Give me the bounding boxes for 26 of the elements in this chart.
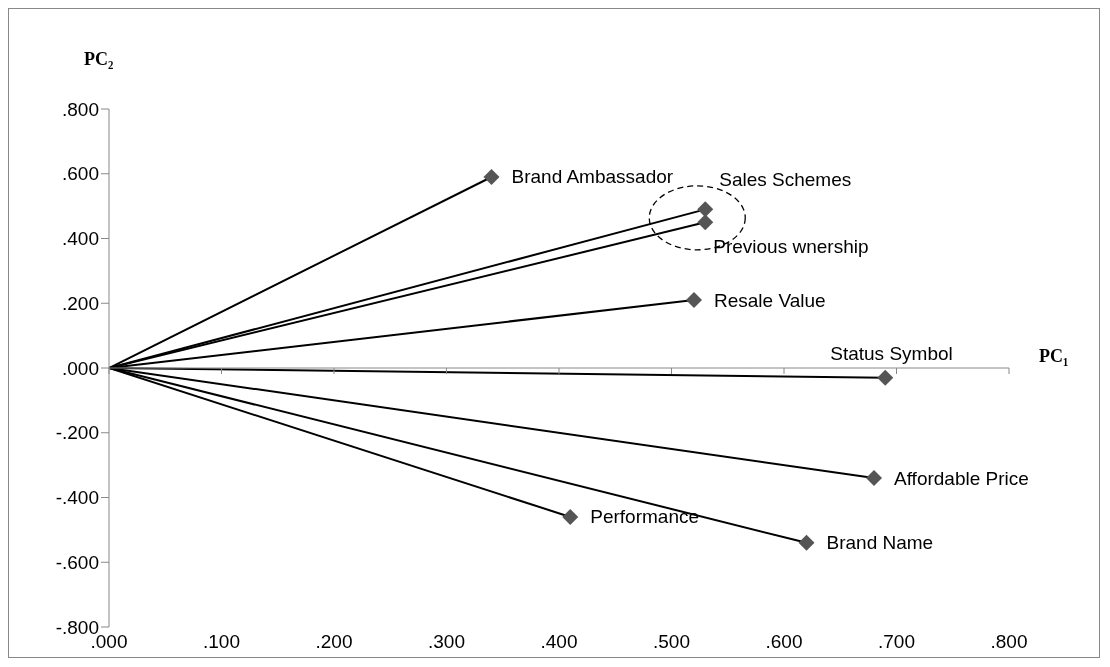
x-tick-label: .600 bbox=[765, 631, 803, 653]
series-label: Performance bbox=[590, 506, 700, 528]
y-tick-label: -.600 bbox=[55, 551, 99, 573]
series-label: Resale Value bbox=[714, 289, 826, 311]
series-label: Brand Name bbox=[826, 532, 934, 554]
x-tick-label: .500 bbox=[653, 631, 690, 653]
x-tick-label: .400 bbox=[540, 631, 578, 653]
y-tick-label: .000 bbox=[62, 357, 99, 379]
y-tick-label: -.200 bbox=[55, 422, 99, 444]
series-label: Sales Schemes bbox=[719, 168, 852, 190]
x-tick-label: .200 bbox=[315, 631, 353, 653]
y-tick-label: -.400 bbox=[55, 487, 99, 509]
series-label: Affordable Price bbox=[894, 467, 1029, 489]
x-axis-title: PC₁ bbox=[1039, 346, 1069, 367]
series-label: Brand Ambassador bbox=[511, 166, 674, 188]
x-tick-label: .800 bbox=[990, 631, 1028, 653]
y-tick-label: .800 bbox=[62, 98, 99, 120]
series-label: Previous wnership bbox=[713, 235, 869, 257]
y-tick-label: .600 bbox=[62, 163, 99, 185]
x-tick-label: .700 bbox=[878, 631, 915, 653]
series-label: Status Symbol bbox=[830, 343, 953, 365]
y-tick-label: .400 bbox=[62, 228, 99, 250]
y-tick-label: .200 bbox=[62, 292, 99, 314]
x-tick-label: .300 bbox=[428, 631, 465, 653]
x-tick-label: .100 bbox=[203, 631, 240, 653]
y-axis-title: PC₂ bbox=[84, 49, 114, 70]
